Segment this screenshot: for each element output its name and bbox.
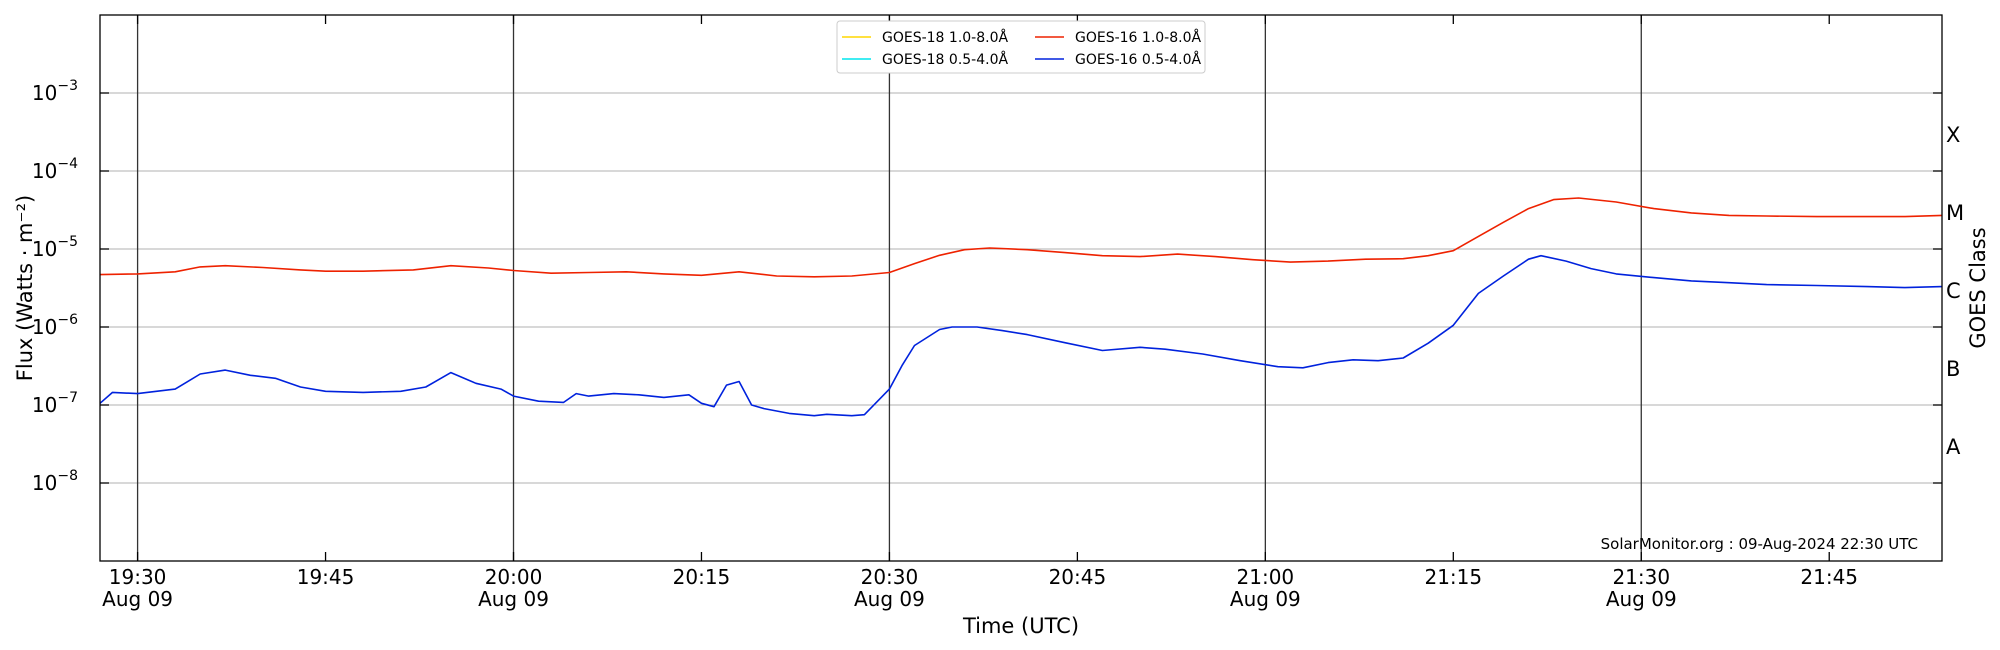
y-tick-label-0: 10−8 bbox=[32, 468, 78, 495]
x-tick-label-1: 19:45 bbox=[297, 565, 355, 589]
x-tick-date-0: Aug 09 bbox=[102, 587, 173, 611]
goes-class-labels: A B C M X bbox=[1946, 123, 1964, 459]
goes-class-label-a: A bbox=[1946, 435, 1961, 459]
series-layer bbox=[99, 197, 1943, 417]
x-tick-date-8: Aug 09 bbox=[1606, 587, 1677, 611]
goes-class-label-c: C bbox=[1946, 279, 1961, 303]
y-tick-label-3: 10−5 bbox=[32, 234, 78, 261]
legend-label-3: GOES-16 1.0-8.0Å bbox=[1075, 29, 1201, 46]
legend-label-1: GOES-18 1.0-8.0Å bbox=[882, 29, 1008, 46]
y-axis-ticks: 10−8 10−7 10−6 10−5 10−4 10−3 bbox=[32, 78, 1942, 495]
goes-class-label-m: M bbox=[1946, 201, 1964, 225]
series-line-1 bbox=[99, 197, 1943, 278]
legend: GOES-18 1.0-8.0Å GOES-18 0.5-4.0Å GOES-16 … bbox=[836, 20, 1206, 74]
x-tick-label-3: 20:15 bbox=[673, 565, 731, 589]
x-tick-date-6: Aug 09 bbox=[1230, 587, 1301, 611]
x-tick-label-2: 20:00 bbox=[485, 565, 543, 589]
y-tick-label-5: 10−3 bbox=[32, 78, 78, 105]
x-axis-title: Time (UTC) bbox=[962, 614, 1079, 638]
x-tick-label-0: 19:30 bbox=[109, 565, 167, 589]
x-tick-label-9: 21:45 bbox=[1800, 565, 1858, 589]
plot-frame bbox=[99, 14, 1943, 562]
goes-class-label-x: X bbox=[1946, 123, 1960, 147]
y-tick-label-4: 10−4 bbox=[32, 156, 78, 183]
y-tick-label-1: 10−7 bbox=[32, 390, 78, 417]
credit-text: SolarMonitor.org : 09-Aug-2024 22:30 UTC bbox=[1601, 535, 1918, 553]
day-marker-lines bbox=[136, 15, 1642, 561]
y2-axis-title: GOES Class bbox=[1966, 227, 1990, 348]
x-tick-label-7: 21:15 bbox=[1424, 565, 1482, 589]
legend-label-4: GOES-16 0.5-4.0Å bbox=[1075, 51, 1201, 68]
x-tick-label-5: 20:45 bbox=[1049, 565, 1107, 589]
goes-class-label-b: B bbox=[1946, 357, 1960, 381]
x-tick-date-4: Aug 09 bbox=[854, 587, 925, 611]
series-line-2 bbox=[99, 254, 1943, 417]
x-tick-label-6: 21:00 bbox=[1237, 565, 1295, 589]
legend-label-2: GOES-18 0.5-4.0Å bbox=[882, 51, 1008, 68]
y-axis-title: Flux (Watts · m⁻²) bbox=[13, 195, 37, 381]
x-tick-label-4: 20:30 bbox=[861, 565, 919, 589]
x-tick-date-2: Aug 09 bbox=[478, 587, 549, 611]
legend-box bbox=[836, 20, 1206, 74]
y-tick-label-2: 10−6 bbox=[32, 312, 78, 339]
x-tick-label-8: 21:30 bbox=[1612, 565, 1670, 589]
